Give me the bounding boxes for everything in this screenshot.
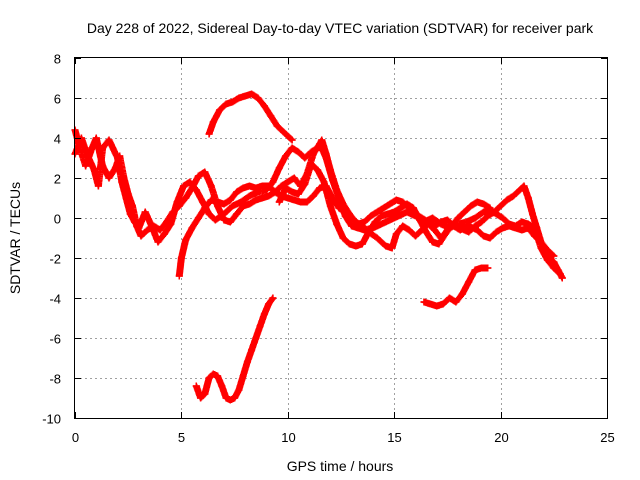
plot-frame	[74, 57, 608, 419]
x-tick-label: 10	[281, 430, 295, 445]
x-tick-label: 0	[72, 430, 79, 445]
y-tick-label: 4	[54, 132, 61, 147]
y-axis-label: SDTVAR / TECUs	[7, 182, 23, 294]
series-marker-trail	[192, 294, 277, 404]
tick-layer	[75, 58, 608, 419]
y-tick-label: 2	[54, 172, 61, 187]
tick-label-layer: 0 5 10 15 20 25 -10 -8 -6 -4 -2 0 2 4 6 8	[42, 52, 615, 446]
series-marker-trail	[205, 90, 296, 144]
x-tick-label: 15	[387, 430, 401, 445]
x-tick-label: 5	[178, 430, 185, 445]
y-tick-label: -4	[49, 292, 61, 307]
chart-title: Day 228 of 2022, Sidereal Day-to-day VTE…	[87, 20, 594, 36]
y-tick-label: -6	[49, 332, 61, 347]
series-track-d	[275, 160, 494, 250]
x-axis-label: GPS time / hours	[287, 458, 394, 474]
series-track-e	[205, 90, 296, 144]
y-tick-label: 0	[54, 212, 61, 227]
series-marker-trail	[420, 264, 492, 310]
y-tick-label: -8	[49, 372, 61, 387]
series-track-g	[420, 264, 492, 310]
series-marker-trail	[275, 160, 494, 250]
y-tick-label: -2	[49, 252, 61, 267]
y-tick-label: -10	[42, 412, 61, 427]
series-track-f	[192, 294, 277, 404]
y-tick-label: 6	[54, 92, 61, 107]
y-tick-label: 8	[54, 52, 61, 67]
data-layer	[71, 90, 566, 404]
x-tick-label: 25	[600, 430, 614, 445]
x-tick-label: 20	[494, 430, 508, 445]
